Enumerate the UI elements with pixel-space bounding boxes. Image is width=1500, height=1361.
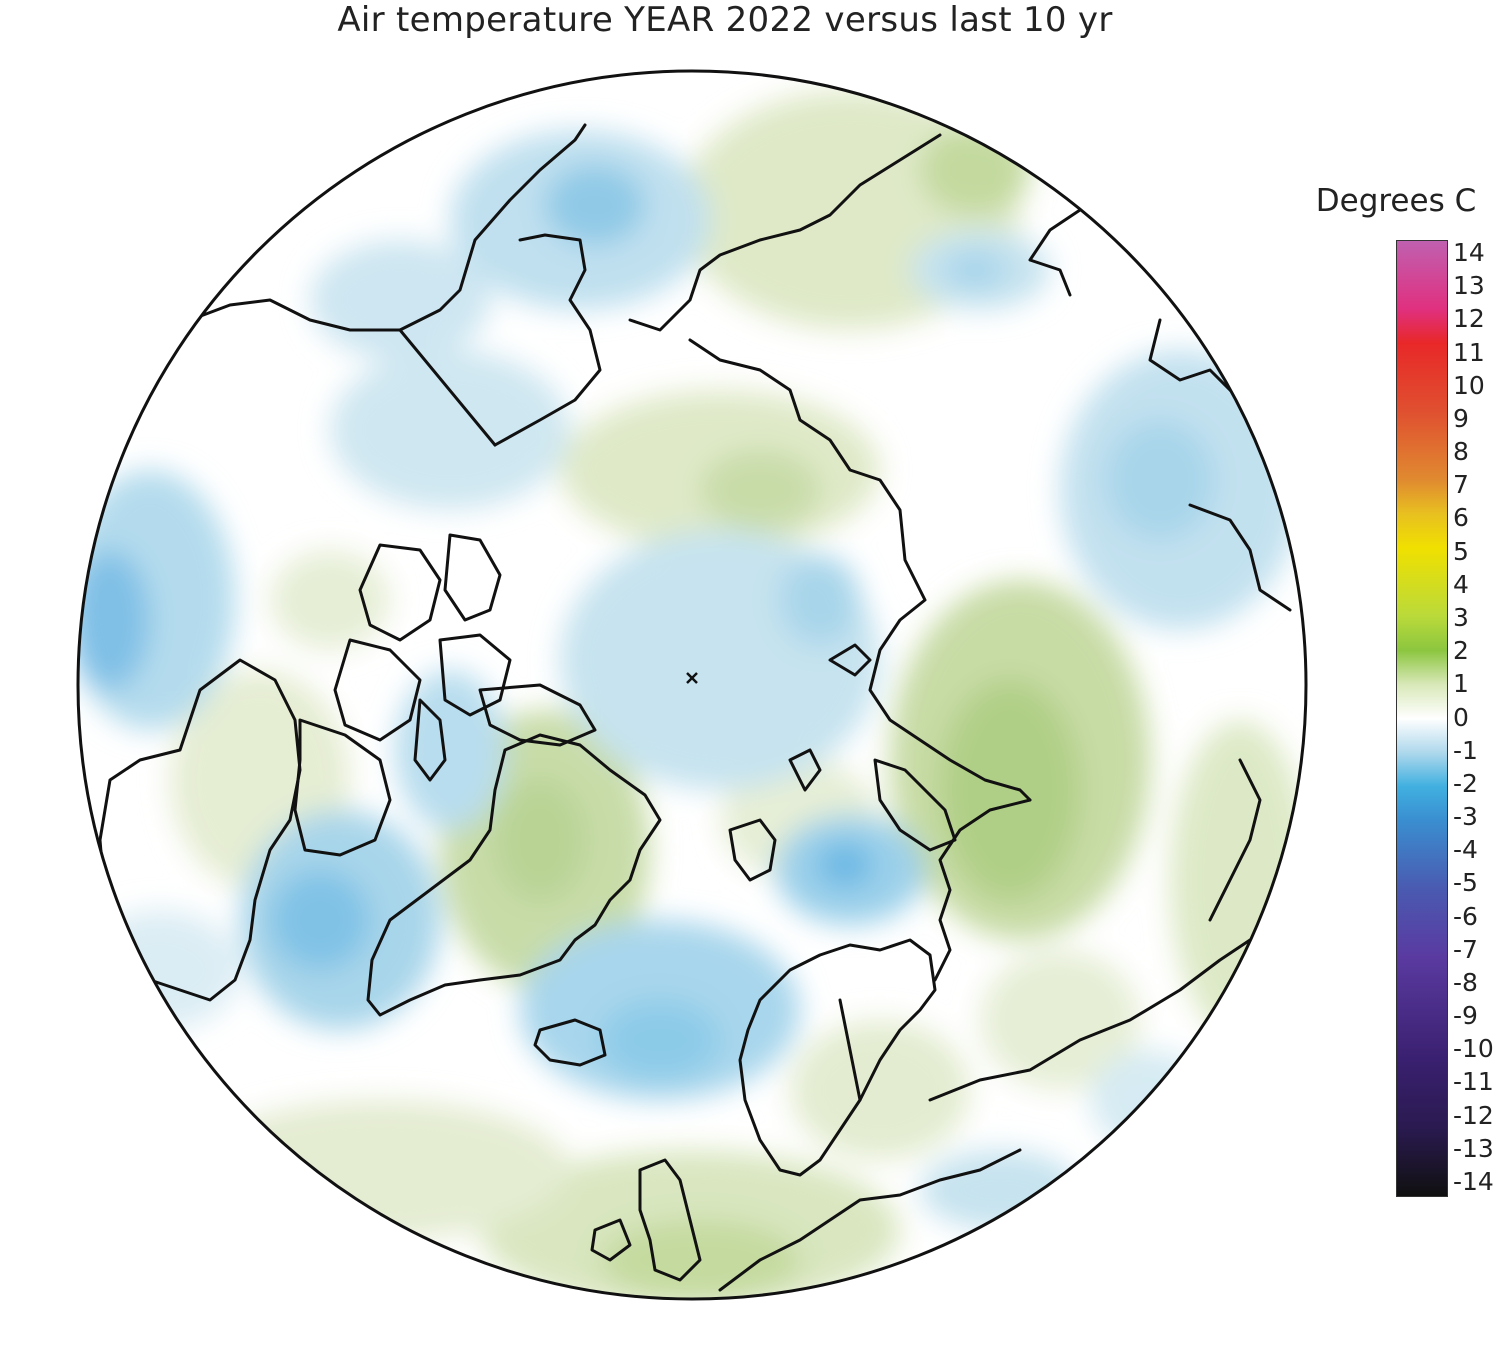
colorbar-tick-label: -8 <box>1453 967 1478 997</box>
colorbar-tick-label: 13 <box>1453 271 1485 301</box>
colorbar-tick-label: -11 <box>1453 1067 1494 1097</box>
map-boundary <box>76 69 1308 1301</box>
colorbar-tick-label: 7 <box>1453 470 1469 500</box>
north-pole-marker <box>686 672 698 684</box>
colorbar-tick-label: -13 <box>1453 1133 1494 1163</box>
colorbar-tick-label: -3 <box>1453 802 1478 832</box>
colorbar-tick-label: 0 <box>1453 702 1469 732</box>
colorbar-tick-label: 4 <box>1453 569 1469 599</box>
colorbar-tick-label: 8 <box>1453 437 1469 467</box>
colorbar-tick-label: 9 <box>1453 403 1469 433</box>
colorbar-tick-label: -10 <box>1453 1034 1494 1064</box>
colorbar-tick-label: -1 <box>1453 735 1478 765</box>
colorbar-tick-label: 10 <box>1453 370 1485 400</box>
colorbar-ticks: 14 13 12 11 10 9 8 7 6 5 4 3 2 1 0 -1 -2 -3 -4 -5 -6 -7 -8 -9 -1… <box>1453 240 1499 1197</box>
polar-map <box>76 69 1308 1301</box>
colorbar-tick-label: 1 <box>1453 669 1469 699</box>
map-title: Air temperature YEAR 2022 versus last 10… <box>337 0 1113 40</box>
colorbar-tick-label: -5 <box>1453 868 1478 898</box>
colorbar-tick-label: 6 <box>1453 503 1469 533</box>
temperature-anomaly-field <box>78 90 1306 1299</box>
colorbar-tick-label: -12 <box>1453 1100 1494 1130</box>
colorbar-tick-label: 11 <box>1453 337 1485 367</box>
colorbar-tick-label: 5 <box>1453 536 1469 566</box>
colorbar-tick-label: -7 <box>1453 934 1478 964</box>
colorbar-tick-label: 2 <box>1453 636 1469 666</box>
colorbar-tick-label: 3 <box>1453 602 1469 632</box>
colorbar-tick-label: -2 <box>1453 768 1478 798</box>
colorbar-tick-label: -9 <box>1453 1001 1478 1031</box>
colorbar-tick-label: 14 <box>1453 238 1485 267</box>
colorbar-tick-label: -4 <box>1453 835 1478 865</box>
colorbar <box>1396 240 1448 1197</box>
colorbar-tick-label: -6 <box>1453 901 1478 931</box>
coastlines <box>98 123 1292 1292</box>
colorbar-tick-label: -14 <box>1453 1167 1494 1196</box>
greenland-coast <box>366 733 662 1017</box>
colorbar-unit-label: Degrees C <box>1315 183 1477 219</box>
colorbar-tick-label: 12 <box>1453 304 1485 334</box>
